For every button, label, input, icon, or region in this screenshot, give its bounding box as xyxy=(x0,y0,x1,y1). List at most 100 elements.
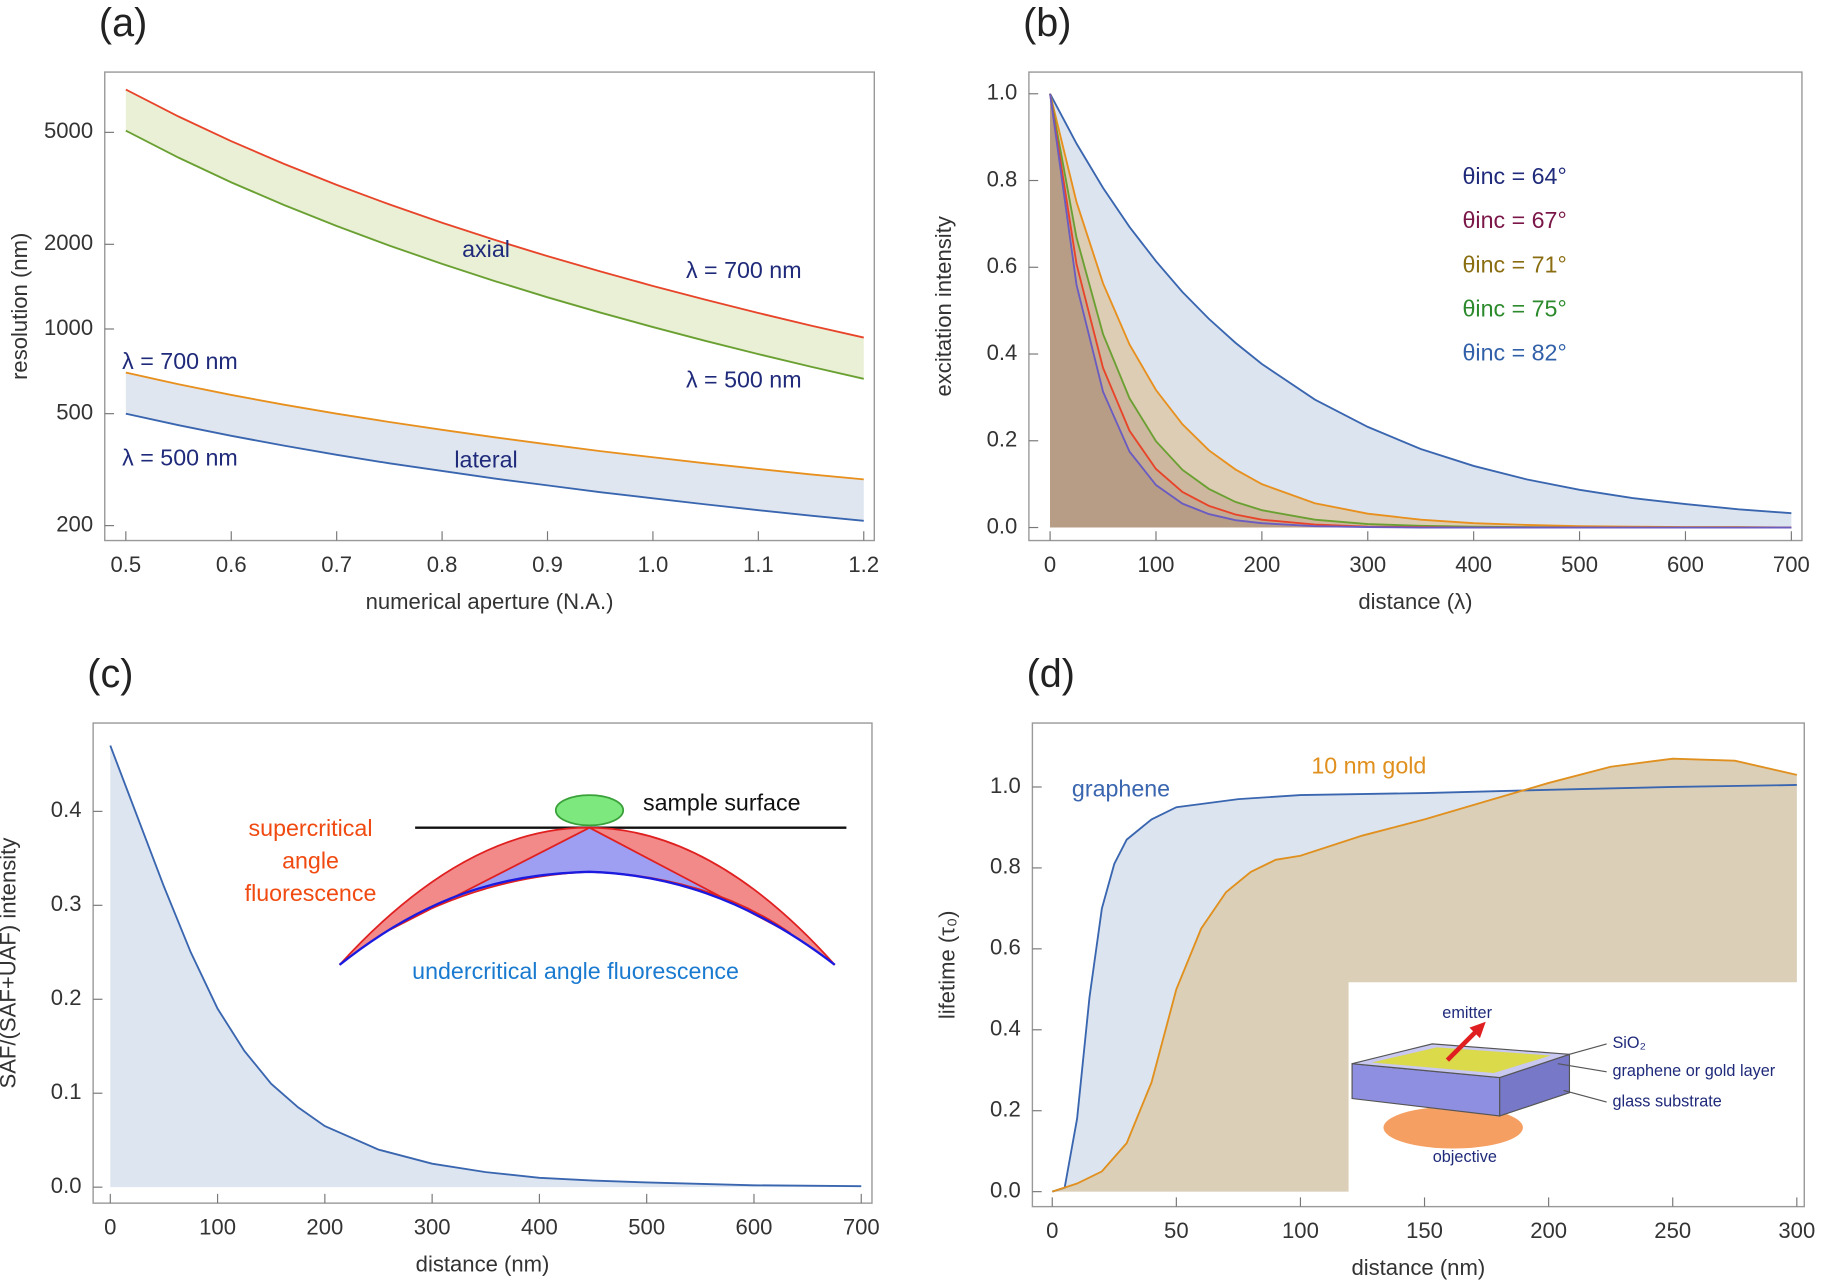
series-label: λ = 700 nm xyxy=(122,348,238,374)
y-tick-label: 0.0 xyxy=(987,513,1018,538)
x-tick-label: 0 xyxy=(1046,1218,1058,1243)
annotation: supercritical xyxy=(249,815,373,841)
annotation: undercritical angle fluorescence xyxy=(412,958,739,984)
y-tick-label: 500 xyxy=(56,399,93,424)
y-tick-label: 0.8 xyxy=(987,166,1018,191)
y-axis-label: excitation intensity xyxy=(931,216,956,396)
line xyxy=(125,88,864,339)
x-tick-label: 400 xyxy=(1455,552,1492,577)
annotation: axial xyxy=(462,236,510,262)
line xyxy=(125,129,864,380)
pointer xyxy=(1557,1063,1607,1073)
y-tick-label: 0.2 xyxy=(990,1097,1021,1122)
line xyxy=(125,371,864,481)
plot-frame xyxy=(92,722,873,1204)
y-tick-label: 200 xyxy=(56,511,93,536)
y-tick-label: 0.0 xyxy=(51,1173,82,1198)
line xyxy=(1051,784,1797,1193)
annotation: objective xyxy=(1433,1148,1497,1166)
x-tick-label: 400 xyxy=(521,1215,558,1240)
x-tick-label: 100 xyxy=(199,1215,236,1240)
annotation: graphene or gold layer xyxy=(1612,1062,1775,1080)
x-tick-label: 1.0 xyxy=(638,552,669,577)
y-tick-label: 0.0 xyxy=(990,1177,1021,1202)
y-tick-label: 0.3 xyxy=(51,891,82,916)
line xyxy=(1049,93,1792,515)
annotation: emitter xyxy=(1442,1004,1492,1022)
y-tick-label: 0.6 xyxy=(987,253,1018,278)
x-tick-label: 1.2 xyxy=(848,552,879,577)
series-label: λ = 500 nm xyxy=(122,444,238,470)
y-tick-label: 2000 xyxy=(44,230,93,255)
inset-d: emitter SiO₂ graphene or gold layer glas… xyxy=(1348,982,1802,1198)
x-tick-label: 0.6 xyxy=(216,552,247,577)
y-tick-label: 0.2 xyxy=(987,427,1018,452)
x-tick-label: 700 xyxy=(843,1215,880,1240)
annotation: lateral xyxy=(454,447,517,473)
x-tick-label: 300 xyxy=(1349,552,1386,577)
y-tick-label: 0.4 xyxy=(987,340,1018,365)
annotation: sample surface xyxy=(643,790,801,816)
area xyxy=(1050,93,1792,528)
x-tick-label: 0.9 xyxy=(532,552,563,577)
y-tick-label: 1.0 xyxy=(987,80,1018,105)
series-label: θinc = 75° xyxy=(1463,296,1567,322)
area xyxy=(1050,93,1792,528)
annotation: fluorescence xyxy=(245,880,377,906)
y-tick-label: 0.4 xyxy=(51,797,82,822)
uaf-curve xyxy=(338,870,836,966)
x-tick-label: 50 xyxy=(1164,1218,1189,1243)
y-axis-label: SAF/(SAF+UAF) intensity xyxy=(0,838,20,1089)
series-label: θinc = 82° xyxy=(1463,340,1567,366)
plot-frame xyxy=(1028,71,1803,542)
x-axis-label: distance (nm) xyxy=(416,1252,550,1277)
sample-blob xyxy=(554,794,625,827)
annotation: glass substrate xyxy=(1612,1092,1721,1110)
annotation: SiO₂ xyxy=(1612,1034,1645,1052)
x-tick-label: 100 xyxy=(1138,552,1175,577)
panel-title: (c) xyxy=(87,652,133,696)
plot-frame xyxy=(1031,722,1805,1208)
series-label: θinc = 64° xyxy=(1463,163,1567,189)
line xyxy=(1051,757,1798,1193)
x-tick-label: 600 xyxy=(1667,552,1704,577)
x-axis-label: numerical aperture (N.A.) xyxy=(366,589,614,614)
y-tick-label: 5000 xyxy=(44,118,93,143)
series-label: θinc = 67° xyxy=(1463,207,1567,233)
inset-c: sample surface supercritical angle fluor… xyxy=(245,790,847,984)
pointer xyxy=(1569,1043,1607,1055)
x-tick-label: 300 xyxy=(414,1215,451,1240)
x-tick-label: 150 xyxy=(1406,1218,1443,1243)
x-tick-label: 0 xyxy=(1044,552,1056,577)
x-tick-label: 100 xyxy=(1282,1218,1319,1243)
x-tick-label: 0.5 xyxy=(110,552,141,577)
x-tick-label: 300 xyxy=(1778,1218,1815,1243)
y-tick-label: 1.0 xyxy=(990,773,1021,798)
panel-title: (a) xyxy=(99,1,147,45)
x-tick-label: 250 xyxy=(1654,1218,1691,1243)
x-tick-label: 500 xyxy=(1561,552,1598,577)
x-tick-label: 200 xyxy=(306,1215,343,1240)
x-tick-label: 0 xyxy=(104,1215,116,1240)
y-axis-label: resolution (nm) xyxy=(7,233,32,380)
area xyxy=(125,89,864,379)
series-label: λ = 700 nm xyxy=(686,257,802,283)
area xyxy=(110,745,862,1188)
line xyxy=(109,745,862,1188)
y-tick-label: 0.8 xyxy=(990,854,1021,879)
x-tick-label: 200 xyxy=(1243,552,1280,577)
x-tick-label: 1.1 xyxy=(743,552,774,577)
x-tick-label: 700 xyxy=(1773,552,1810,577)
emitter-arrow xyxy=(1445,1027,1481,1062)
series-label: 10 nm gold xyxy=(1311,752,1426,778)
x-axis-label: distance (nm) xyxy=(1351,1255,1485,1280)
pointer xyxy=(1563,1089,1607,1103)
x-tick-label: 200 xyxy=(1530,1218,1567,1243)
line xyxy=(1049,93,1792,529)
y-tick-label: 0.6 xyxy=(990,935,1021,960)
x-tick-label: 600 xyxy=(736,1215,773,1240)
y-tick-label: 0.1 xyxy=(51,1079,82,1104)
series-label: θinc = 71° xyxy=(1463,251,1567,277)
